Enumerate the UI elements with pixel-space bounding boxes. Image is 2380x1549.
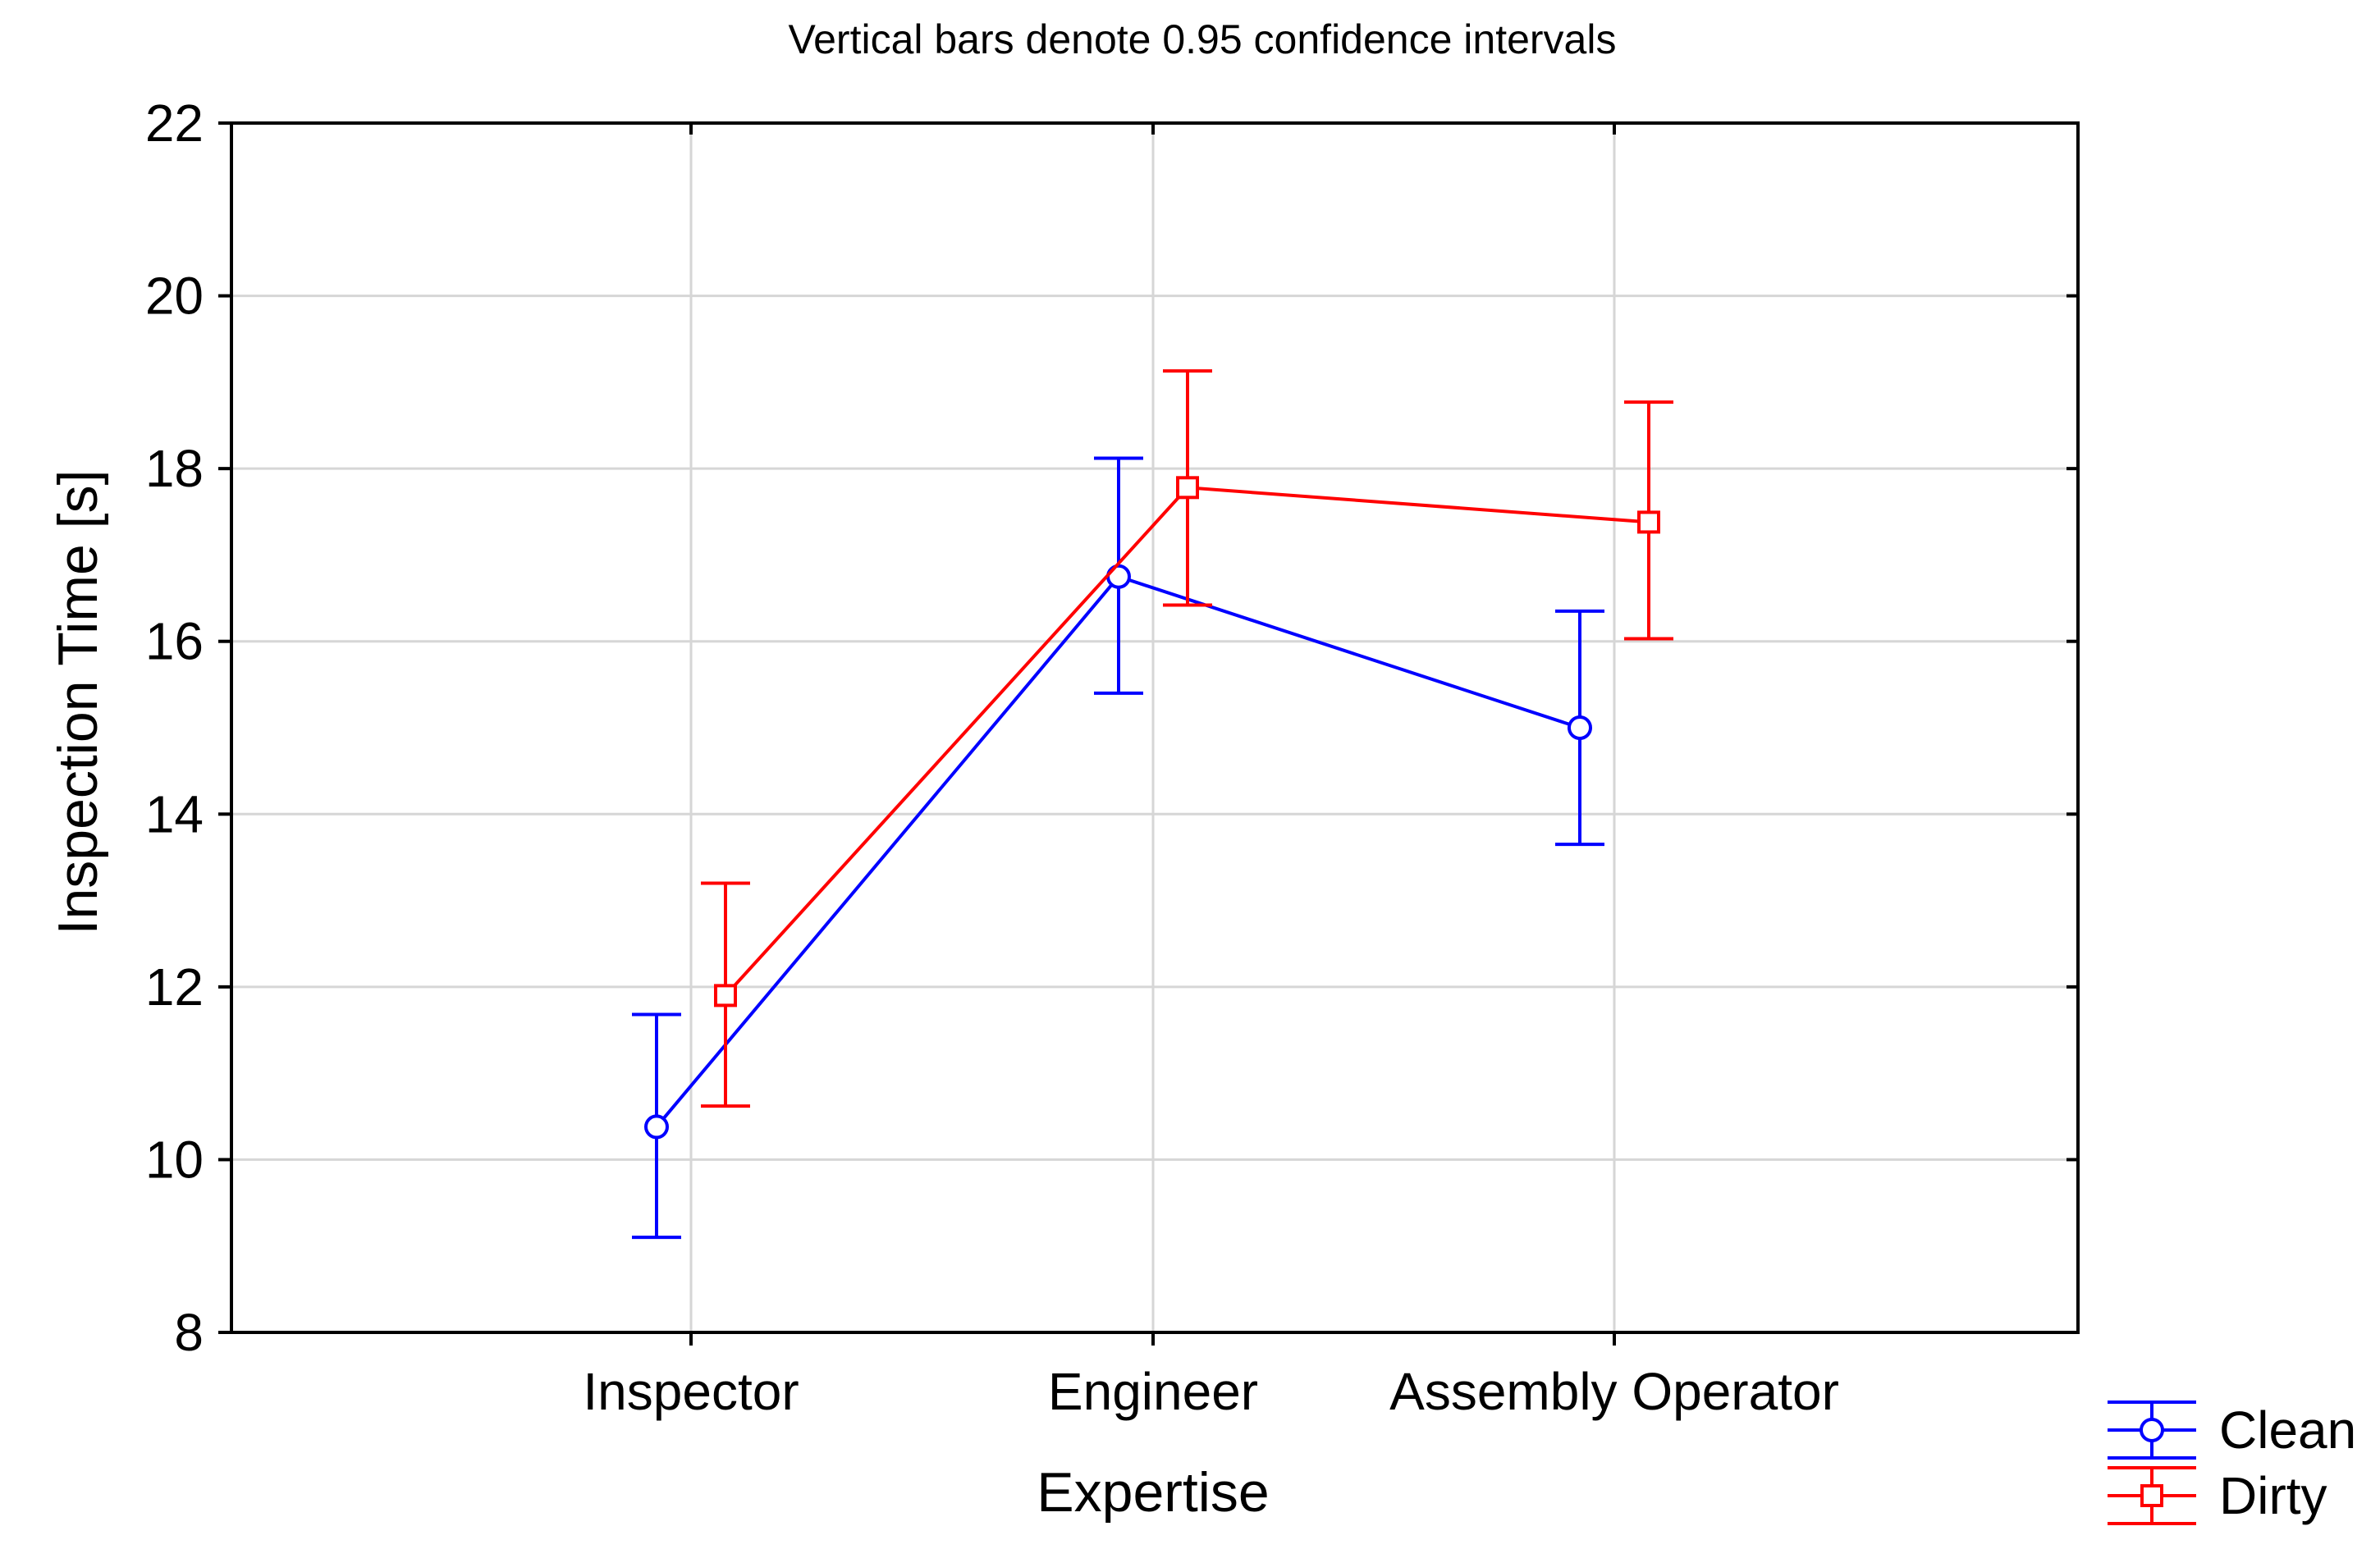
y-tick-label: 14 — [145, 784, 204, 843]
x-tick-label: Assembly Operator — [1389, 1362, 1839, 1421]
axes: 8 10 12 14 16 18 20 22 Inspector Engineer Assembly… — [145, 94, 2080, 1421]
y-tick-label: 12 — [145, 957, 204, 1017]
x-tick-label: Inspector — [583, 1362, 799, 1421]
gridlines — [231, 123, 2078, 1332]
x-tick-label: Engineer — [1048, 1362, 1258, 1421]
data-point — [644, 1114, 669, 1140]
data-point — [1176, 476, 1199, 500]
y-tick-label: 18 — [145, 439, 204, 498]
y-tick-label: 8 — [174, 1303, 204, 1362]
data-point — [714, 984, 737, 1008]
legend-marker — [2140, 1484, 2163, 1507]
y-tick-label: 20 — [145, 267, 204, 326]
y-tick-label: 22 — [145, 94, 204, 153]
legend-label: Dirty — [2219, 1466, 2327, 1525]
data-point — [1106, 564, 1131, 589]
x-axis-label: Expertise — [1037, 1461, 1269, 1524]
chart-title: Vertical bars denote 0.95 confidence int… — [789, 16, 1617, 62]
legend-item-dirty: Dirty — [2108, 1466, 2327, 1525]
data-point — [1637, 510, 1660, 534]
series-clean — [632, 456, 1604, 1240]
series-layer — [632, 369, 1673, 1240]
legend-label: Clean — [2219, 1400, 2356, 1460]
y-axis-label: Inspection Time [s] — [47, 470, 109, 935]
legend-marker — [2140, 1418, 2164, 1442]
legend: Clean Dirty — [2108, 1400, 2356, 1525]
data-point — [1568, 715, 1592, 740]
y-tick-label: 10 — [145, 1130, 204, 1189]
series-dirty — [701, 369, 1673, 1108]
y-tick-label: 16 — [145, 612, 204, 671]
legend-item-clean: Clean — [2108, 1400, 2356, 1460]
